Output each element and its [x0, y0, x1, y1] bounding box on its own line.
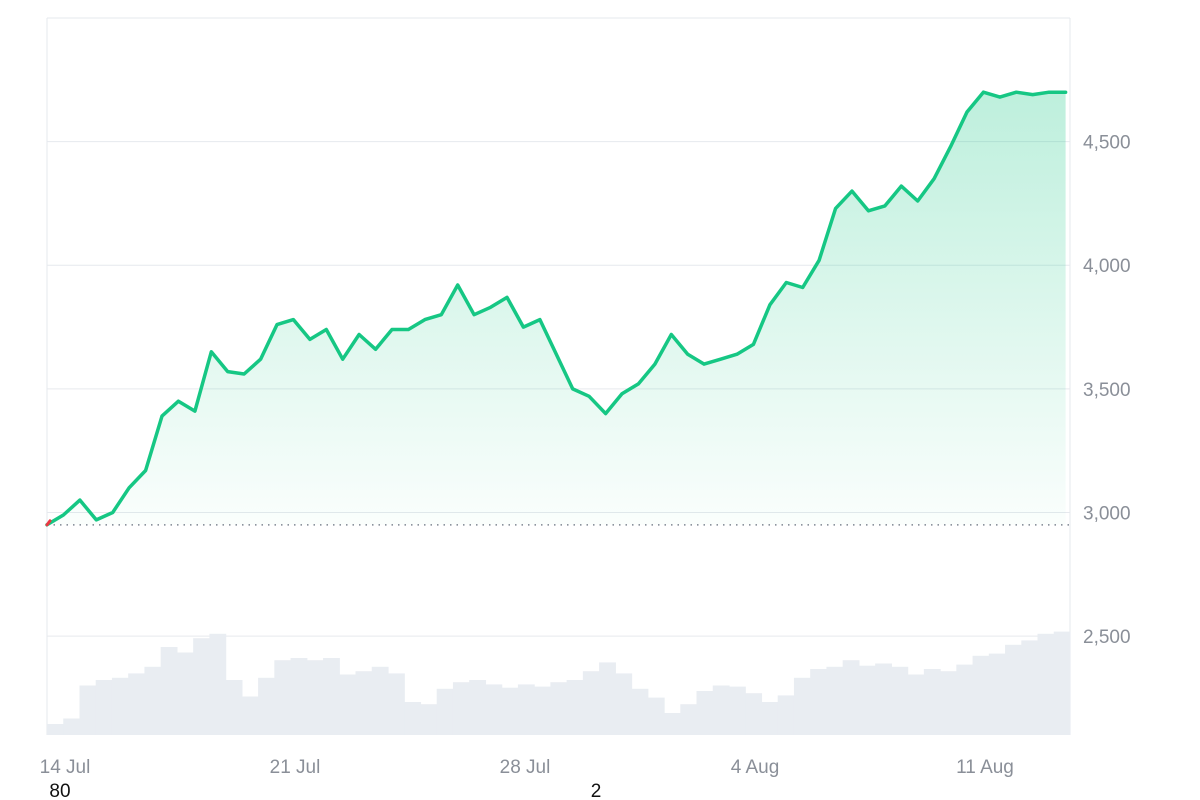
volume-bar [923, 669, 941, 735]
y-axis-labels: 2,500 3,000 3,500 4,000 4,500 [1083, 133, 1131, 648]
volume-bar [517, 684, 535, 735]
volume-bar [729, 686, 746, 735]
volume-bar [582, 671, 600, 735]
volume-bar [745, 693, 763, 735]
start-marker-segment [45, 519, 52, 527]
volume-bar [956, 664, 974, 735]
volume-bar [306, 660, 324, 735]
volume-bar [47, 724, 64, 735]
y-tick-label: 2,500 [1083, 627, 1131, 648]
volume-bar [485, 684, 503, 735]
volume-bar [875, 663, 892, 735]
volume-bar [972, 655, 990, 735]
volume-bar [1005, 644, 1022, 735]
volume-bar [599, 662, 616, 735]
volume-bar [631, 688, 649, 735]
volume-bar [988, 653, 1006, 735]
footer-label: 2 [591, 781, 602, 800]
volume-bar [420, 704, 438, 735]
volume-bar [209, 633, 227, 735]
volume-bar [940, 671, 957, 735]
volume-bar [144, 666, 162, 735]
volume-bar [290, 658, 308, 735]
volume-bar [550, 682, 568, 735]
volume-bar [388, 673, 405, 735]
start-marker [45, 519, 52, 527]
volume-bar [404, 702, 422, 735]
volume-bar [566, 680, 584, 735]
volume-bar [664, 713, 681, 735]
volume-bar [712, 685, 730, 735]
volume-bar [339, 674, 357, 735]
y-tick-label: 4,000 [1083, 256, 1131, 277]
volume-bar [1037, 633, 1055, 735]
footer-labels: 80 2 [49, 781, 601, 800]
volume-bar [225, 680, 243, 735]
volume-bar [680, 704, 698, 735]
volume-bar [891, 666, 909, 735]
volume-bar [501, 687, 519, 735]
volume-bar [647, 697, 665, 735]
volume-bar [160, 647, 178, 735]
price-area-fill [47, 92, 1066, 525]
volume-bar [777, 695, 795, 735]
x-axis-labels: 14 Jul 21 Jul 28 Jul 4 Aug 11 Aug [40, 757, 1014, 778]
y-tick-label: 4,500 [1083, 133, 1131, 154]
volume-bar [128, 673, 146, 735]
x-tick-label: 4 Aug [731, 757, 780, 778]
volume-bar [810, 669, 828, 735]
volume-bar [469, 680, 487, 735]
volume-bar [63, 718, 81, 735]
y-tick-label: 3,000 [1083, 503, 1131, 524]
volume-bar [452, 682, 470, 735]
volume-bar [79, 685, 97, 735]
x-tick-label: 21 Jul [270, 757, 321, 778]
volume-bar [1021, 640, 1039, 735]
footer-label: 80 [49, 781, 70, 800]
x-tick-label: 11 Aug [956, 757, 1014, 778]
x-tick-label: 14 Jul [40, 757, 91, 778]
volume-bar [907, 674, 925, 735]
volume-bar [323, 658, 340, 735]
volume-bar [193, 638, 210, 735]
volume-bar [858, 665, 876, 735]
volume-bar [793, 677, 811, 735]
volume-bar [355, 671, 373, 735]
volume-bar [1053, 631, 1071, 735]
volume-bar [826, 666, 844, 735]
volume-bar [534, 686, 551, 735]
y-tick-label: 3,500 [1083, 380, 1131, 401]
price-area [47, 92, 1066, 525]
volume-bar [241, 696, 259, 735]
volume-bar [761, 702, 779, 735]
x-tick-label: 28 Jul [500, 757, 551, 778]
volume-bar [371, 666, 389, 735]
volume-bar [111, 677, 129, 735]
volume-bar [258, 677, 275, 735]
volume-bar [842, 660, 860, 735]
volume-bars [47, 631, 1071, 735]
volume-bar [696, 691, 714, 735]
volume-bar [274, 660, 292, 735]
volume-bar [95, 680, 113, 735]
volume-bar [176, 652, 194, 735]
volume-bar [615, 673, 633, 735]
price-line [45, 90, 1068, 527]
volume-bar [436, 688, 454, 735]
